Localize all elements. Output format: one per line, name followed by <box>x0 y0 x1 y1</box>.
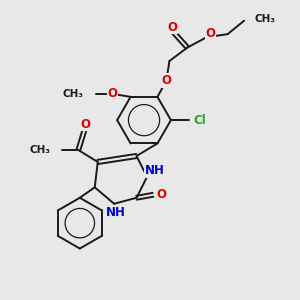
Text: CH₃: CH₃ <box>254 14 275 24</box>
Text: CH₃: CH₃ <box>30 145 51 155</box>
Text: Cl: Cl <box>193 114 206 127</box>
Text: NH: NH <box>106 206 126 219</box>
Text: O: O <box>167 21 177 34</box>
Text: O: O <box>108 87 118 101</box>
Text: O: O <box>205 27 215 40</box>
Text: O: O <box>156 188 166 201</box>
Text: O: O <box>161 74 171 87</box>
Text: O: O <box>81 118 91 130</box>
Text: NH: NH <box>145 164 164 177</box>
Text: CH₃: CH₃ <box>63 89 84 99</box>
